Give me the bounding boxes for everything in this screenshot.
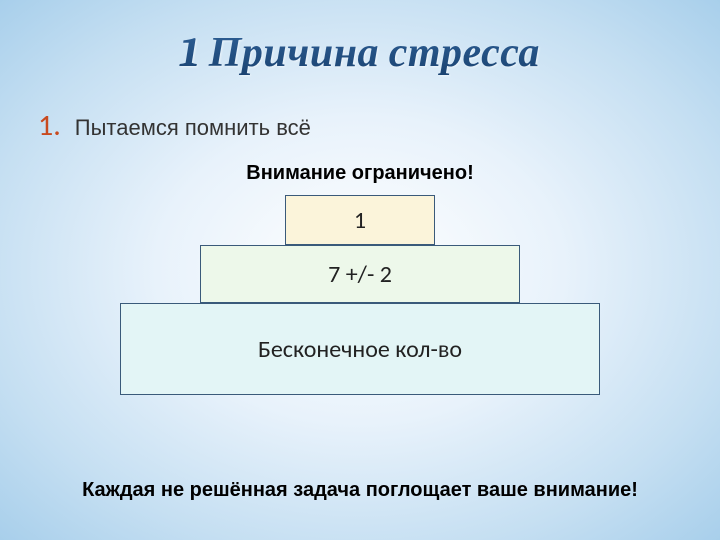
pyramid-diagram: 1 7 +/- 2 Бесконечное кол-во xyxy=(100,195,620,395)
pyramid-tier-2: 7 +/- 2 xyxy=(200,245,520,303)
list-number: 1. xyxy=(38,107,61,144)
footer-text: Каждая не решённая задача поглощает ваше… xyxy=(0,479,720,502)
subtitle: Внимание ограничено! xyxy=(0,162,720,185)
pyramid-tier-1: 1 xyxy=(285,195,435,245)
list-text: Пытаемся помнить всё xyxy=(75,115,311,141)
slide-title: 1 Причина стресса xyxy=(0,0,720,77)
pyramid-tier-3: Бесконечное кол-во xyxy=(120,303,600,395)
list-item: 1. Пытаемся помнить всё xyxy=(38,107,720,144)
